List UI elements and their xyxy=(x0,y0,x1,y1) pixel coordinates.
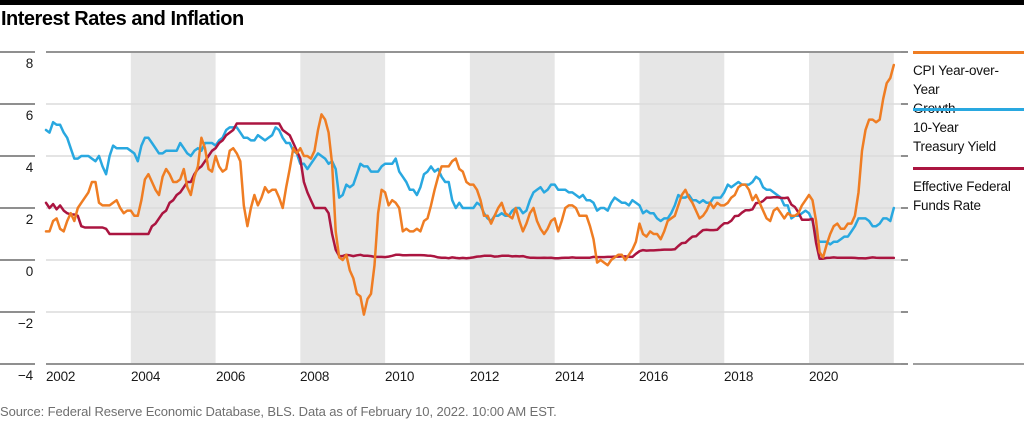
legend-label: Effective Federal Funds Rate xyxy=(913,179,1011,213)
y-axis-label: −4 xyxy=(18,368,33,383)
x-axis-label: 2016 xyxy=(639,369,669,384)
x-axis-label: 2014 xyxy=(555,369,585,384)
y-axis-label: 0 xyxy=(25,264,34,279)
series-line-1 xyxy=(44,120,896,246)
y-axis-label: −2 xyxy=(18,316,33,331)
legend-label: 10-Year Treasury Yield xyxy=(913,120,996,154)
y-axis-label: 4 xyxy=(25,160,34,175)
x-axis-label: 2012 xyxy=(470,369,500,384)
y-axis-label: 8 xyxy=(25,56,34,71)
x-axis-label: 2006 xyxy=(216,369,246,384)
x-axis-label: 2010 xyxy=(385,369,415,384)
legend-bottom-rule xyxy=(913,363,1024,365)
legend-swatch xyxy=(913,108,1024,111)
legend-swatch xyxy=(913,167,1024,170)
legend-label: CPI Year-over-YearGrowth xyxy=(913,63,999,116)
legend-item-2: Effective Federal Funds Rate xyxy=(913,167,1024,215)
x-axis-label: 2004 xyxy=(131,369,161,384)
x-axis-label: 2008 xyxy=(300,369,330,384)
chart-title: Interest Rates and Inflation xyxy=(1,8,244,30)
series-line-0 xyxy=(44,63,896,316)
x-axis-label: 2002 xyxy=(46,369,76,384)
legend-swatch xyxy=(913,51,1024,54)
legend-item-1: 10-Year Treasury Yield xyxy=(913,108,1024,156)
top-rule xyxy=(0,0,1024,5)
x-axis-label: 2020 xyxy=(809,369,839,384)
x-axis-label: 2018 xyxy=(724,369,754,384)
y-axis-label: 6 xyxy=(25,108,34,123)
y-axis-label: 2 xyxy=(25,212,34,227)
source-note: Source: Federal Reserve Economic Databas… xyxy=(0,404,557,419)
legend-item-0: CPI Year-over-YearGrowth xyxy=(913,51,1024,118)
